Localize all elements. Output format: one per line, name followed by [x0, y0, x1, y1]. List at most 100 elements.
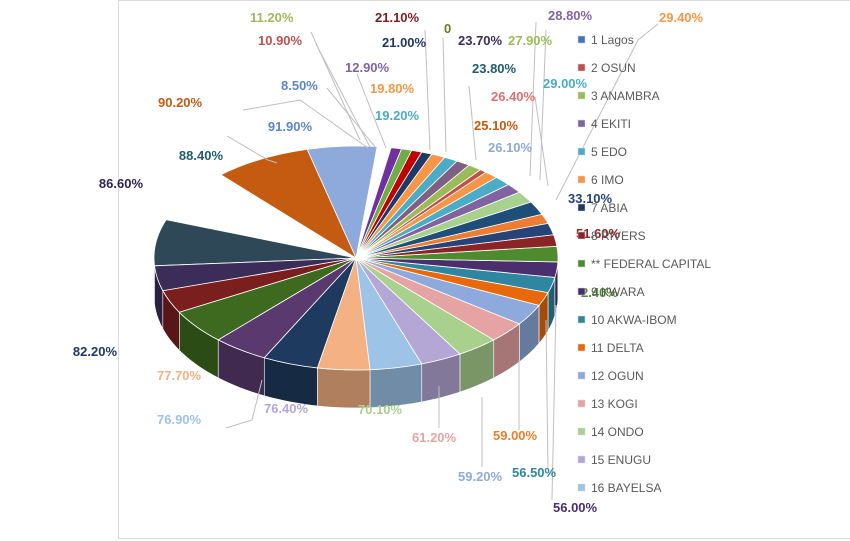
legend-swatch-16 — [577, 483, 586, 492]
legend: 1 Lagos 2 OSUN 3 ANAMBRA 4 EKITI 5 EDO 6 IMO 7… — [577, 33, 711, 495]
data-label-14: 51.60% — [576, 226, 621, 241]
legend-label-0: 1 Lagos — [591, 33, 634, 47]
legend-label-8: ** FEDERAL CAPITAL — [591, 257, 711, 271]
legend-swatch-14 — [577, 427, 586, 436]
data-label-24: 25.10% — [474, 118, 519, 133]
legend-swatch-2 — [577, 91, 586, 100]
legend-swatch-12 — [577, 371, 586, 380]
data-label-4: 77.70% — [157, 368, 202, 383]
data-label-21: 23.70% — [458, 33, 503, 48]
data-label-22: 26.40% — [491, 89, 536, 104]
legend-label-3: 4 EKITI — [591, 117, 631, 131]
data-label-25: 0 — [444, 21, 451, 36]
leader-line-11 — [534, 96, 549, 187]
data-label-19: 27.90% — [508, 33, 553, 48]
legend-item-16: 16 BAYELSA — [577, 481, 662, 495]
pie-slice-33 — [355, 147, 403, 259]
legend-swatch-4 — [577, 147, 586, 156]
data-label-16: 29.40% — [659, 10, 704, 25]
legend-swatch-9 — [577, 287, 586, 296]
legend-item-7: 8 RIVERS — [577, 229, 646, 243]
legend-item-13: 13 KOGI — [577, 397, 638, 411]
legend-item-15: 15 ENUGU — [577, 453, 651, 467]
legend-swatch-5 — [577, 175, 586, 184]
legend-swatch-10 — [577, 315, 586, 324]
data-label-17: 28.80% — [548, 8, 593, 23]
legend-label-1: 2 OSUN — [591, 61, 636, 75]
data-label-29: 19.80% — [370, 81, 415, 96]
data-label-3: 82.20% — [73, 344, 118, 359]
data-label-27: 21.10% — [375, 10, 420, 25]
pie-slice-34 — [220, 148, 357, 260]
legend-label-13: 13 KOGI — [591, 397, 638, 411]
data-label-11: 56.50% — [512, 465, 557, 480]
legend-item-8: ** FEDERAL CAPITAL — [577, 257, 711, 271]
data-label-23: 23.80% — [472, 61, 517, 76]
legend-swatch-7 — [577, 231, 586, 240]
data-label-18: 29.00% — [543, 76, 588, 91]
leader-line-7 — [442, 37, 447, 153]
data-label-0: 91.90% — [268, 119, 313, 134]
leader-line-9 — [529, 21, 537, 177]
data-label-8: 61.20% — [412, 430, 457, 445]
legend-item-5: 6 IMO — [577, 173, 624, 187]
leader-line-13 — [225, 379, 263, 429]
legend-swatch-1 — [577, 63, 586, 72]
data-label-33: 8.50% — [281, 78, 318, 93]
data-label-26: 21.00% — [382, 35, 427, 50]
leader-line-6 — [424, 29, 431, 151]
legend-label-11: 11 DELTA — [591, 341, 644, 355]
leader-line-0 — [226, 135, 278, 164]
leader-line-12 — [555, 23, 659, 201]
legend-label-5: 6 IMO — [591, 173, 624, 187]
data-label-1: 88.40% — [179, 148, 224, 163]
legend-swatch-11 — [577, 343, 586, 352]
leader-line-5 — [356, 73, 387, 149]
leader-line-8 — [468, 85, 477, 161]
data-label-9: 59.20% — [458, 469, 503, 484]
data-label-13: 2.40% — [581, 285, 618, 300]
data-label-28: 19.20% — [375, 108, 420, 123]
leader-line-17 — [545, 319, 549, 471]
legend-item-10: 10 AKWA-IBOM — [577, 313, 677, 327]
legend-item-12: 12 OGUN — [577, 369, 644, 383]
data-label-10: 59.00% — [493, 428, 538, 443]
legend-swatch-0 — [577, 35, 586, 44]
legend-swatch-13 — [577, 399, 586, 408]
legend-label-9: 9 KWARA — [591, 285, 645, 299]
legend-item-6: 7 ABIA — [577, 201, 628, 215]
legend-item-9: 9 KWARA — [577, 285, 645, 299]
pie-slices — [153, 145, 559, 409]
data-label-6: 76.40% — [264, 401, 309, 416]
data-label-32: 10.90% — [258, 33, 303, 48]
leader-line-4 — [326, 87, 377, 149]
legend-swatch-8 — [577, 259, 586, 268]
legend-item-14: 14 ONDO — [577, 425, 644, 439]
leader-lines — [225, 21, 659, 501]
data-label-34: 90.20% — [158, 95, 203, 110]
data-label-7: 70.10% — [358, 402, 403, 417]
leader-line-1 — [242, 99, 369, 149]
data-label-30: 12.90% — [345, 60, 390, 75]
legend-item-0: 1 Lagos — [577, 33, 634, 47]
leader-line-10 — [539, 29, 547, 181]
legend-label-7: 8 RIVERS — [591, 229, 646, 243]
legend-item-4: 5 EDO — [577, 145, 627, 159]
legend-label-10: 10 AKWA-IBOM — [591, 313, 677, 327]
data-label-15: 33.10% — [568, 191, 613, 206]
legend-label-14: 14 ONDO — [591, 425, 644, 439]
legend-item-11: 11 DELTA — [577, 341, 644, 355]
data-labels: 91.90% 88.40% 86.60% 82.20% 77.70% 76.90% 76.4… — [73, 8, 704, 515]
legend-item-1: 2 OSUN — [577, 61, 636, 75]
legend-label-15: 15 ENUGU — [591, 453, 651, 467]
legend-item-3: 4 EKITI — [577, 117, 631, 131]
legend-swatch-6 — [577, 203, 586, 212]
data-label-31: 11.20% — [250, 10, 294, 25]
legend-swatch-3 — [577, 119, 586, 128]
data-label-2: 86.60% — [99, 176, 144, 191]
legend-label-4: 5 EDO — [591, 145, 627, 159]
chart-frame — [118, 0, 850, 539]
legend-label-2: 3 ANAMBRA — [591, 89, 660, 103]
leader-line-18 — [551, 304, 557, 501]
